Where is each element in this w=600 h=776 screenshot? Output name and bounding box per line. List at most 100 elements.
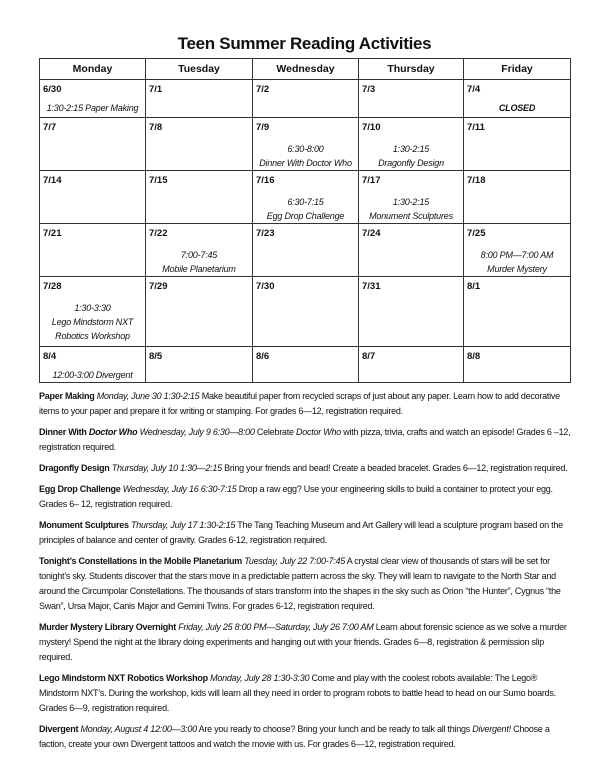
calendar-day-cell: 7/2 (252, 79, 359, 118)
day-header-wednesday: Wednesday (252, 58, 359, 80)
event-title: Divergent (39, 724, 79, 734)
event-line: 7:00-7:45 (180, 250, 218, 260)
calendar-day-cell: 7/25 8:00 PM—7:00 AM Murder Mystery (463, 223, 571, 277)
description-text: Monday, August 4 12:00—3:00 (78, 724, 198, 734)
calendar-day-cell: 7/16 6:30-7:15 Egg Drop Challenge (252, 170, 359, 224)
calendar-week-row: 7/21 7/22 7:00-7:45 Mobile Planetarium 7/23 7… (39, 223, 571, 277)
event-description: Dinner With Doctor Who Wednesday, July 9… (39, 425, 571, 455)
day-date: 7/17 (362, 175, 381, 186)
event-title: Egg Drop Challenge (39, 484, 121, 494)
description-text: Monday, July 28 1:30-3:30 (207, 673, 310, 683)
event-title: Tonight’s Constellations in the Mobile P… (39, 556, 243, 566)
event-line: 6:30-7:15 (287, 197, 324, 207)
description-text: Friday, July 25 8:00 PM—Saturday, July 2… (176, 622, 374, 632)
day-date: 7/9 (256, 122, 270, 133)
description-text: Wednesday, July 9 6:30—8:00 (137, 427, 255, 437)
day-date: 7/22 (149, 228, 168, 239)
calendar-day-cell: 7/18 (463, 170, 571, 224)
calendar-day-cell: 7/10 1:30-2:15 Dragonfly Design (358, 117, 464, 171)
calendar-week-row: 7/28 1:30-3:30 Lego Mindstorm NXT Robotics … (39, 276, 571, 347)
day-date: 8/6 (256, 351, 270, 362)
calendar-day-cell: 7/28 1:30-3:30 Lego Mindstorm NXT Robotics … (39, 276, 146, 347)
day-date: 8/7 (362, 351, 376, 362)
day-date: 8/4 (43, 351, 57, 362)
day-header-tuesday: Tuesday (145, 58, 253, 80)
day-header-monday: Monday (39, 58, 146, 80)
day-date: 7/18 (467, 175, 486, 186)
day-date: 7/25 (467, 228, 486, 239)
calendar-day-cell: 7/31 (358, 276, 464, 347)
calendar-day-cell: 7/29 (145, 276, 253, 347)
calendar-day-cell: 7/24 (358, 223, 464, 277)
calendar-header-row: Monday Tuesday Wednesday Thursday Friday (39, 58, 571, 80)
calendar-day-cell: 8/7 (358, 346, 464, 383)
day-date: 7/4 (467, 84, 481, 95)
day-date: 7/31 (362, 281, 381, 292)
day-date: 7/21 (43, 228, 62, 239)
calendar-day-cell: 7/3 (358, 79, 464, 118)
calendar-week-row: 7/7 7/8 7/9 6:30-8:00 Dinner With Doctor Who… (39, 117, 571, 171)
description-text: Make beautiful paper from recycled scrap… (39, 391, 560, 416)
description-text: A crystal clear view of thousands of sta… (39, 556, 561, 611)
calendar-day-cell: 7/7 (39, 117, 146, 171)
day-date: 7/15 (149, 175, 168, 186)
description-text: Doctor Who (88, 427, 138, 437)
description-text: Celebrate (254, 427, 296, 437)
calendar-day-cell: 7/17 1:30-2:15 Monument Sculptures (358, 170, 464, 224)
description-text: Thursday, July 10 1:30—2:15 (109, 463, 222, 473)
calendar-day-cell: 7/11 (463, 117, 571, 171)
description-text: The Tang Teaching Museum and Art Gallery… (39, 520, 563, 545)
calendar-day-cell: 7/4 CLOSED (463, 79, 571, 118)
day-date: 8/5 (149, 351, 163, 362)
event-line: 1:30-3:30 (74, 303, 111, 313)
event-description: Tonight’s Constellations in the Mobile P… (39, 554, 571, 614)
calendar-day-cell: 7/14 (39, 170, 146, 224)
day-date: 7/29 (149, 281, 168, 292)
event-line: 1:30-2:15 (392, 197, 430, 207)
event-line: Dragonfly Design (378, 158, 444, 168)
event-title: Dinner With (39, 427, 89, 437)
event-description: Monument Sculptures Thursday, July 17 1:… (39, 518, 571, 548)
event-description: Paper Making Monday, June 30 1:30-2:15 M… (39, 389, 571, 419)
event-title: Dragonfly Design (39, 463, 110, 473)
description-text: Wednesday, July 16 6:30-7:15 (120, 484, 237, 494)
calendar-week-row: 6/30 1:30-2:15 Paper Making 7/1 7/2 7/3 7/4 CL… (39, 79, 571, 118)
event-line: Monument Sculptures (369, 211, 453, 221)
event-description: Murder Mystery Library Overnight Friday,… (39, 620, 571, 665)
calendar-week-row: 7/14 7/15 7/16 6:30-7:15 Egg Drop Challenge 7… (39, 170, 571, 224)
day-header-thursday: Thursday (358, 58, 464, 80)
event-line: Robotics Workshop (55, 331, 130, 341)
event-line: Murder Mystery (487, 264, 547, 274)
description-text: Monday, June 30 1:30-2:15 (94, 391, 200, 401)
event-title: Monument Sculptures (39, 520, 129, 530)
description-text: Come and play with the coolest robots av… (39, 673, 556, 713)
calendar-day-cell: 7/23 (252, 223, 359, 277)
description-text: Are you ready to choose? Bring your lunc… (196, 724, 473, 734)
day-header-friday: Friday (463, 58, 571, 80)
calendar-day-cell: 7/15 (145, 170, 253, 224)
event-line: 8:00 PM—7:00 AM (480, 250, 554, 260)
event-descriptions: Paper Making Monday, June 30 1:30-2:15 M… (39, 389, 571, 752)
description-text: Learn about forensic science as we solve… (39, 622, 567, 662)
description-text: Divergent! (472, 724, 511, 734)
day-date: 7/30 (256, 281, 275, 292)
event-description: Egg Drop Challenge Wednesday, July 16 6:… (39, 482, 571, 512)
calendar-day-cell: 8/6 (252, 346, 359, 383)
event-line: Dinner With Doctor Who (259, 158, 352, 168)
event-title: Murder Mystery Library Overnight (39, 622, 177, 632)
event-line: Egg Drop Challenge (266, 211, 345, 221)
event-line: 12:00-3:00 Divergent (52, 370, 133, 380)
day-date: 8/8 (467, 351, 481, 362)
calendar-table: Monday Tuesday Wednesday Thursday Friday 6/3… (39, 58, 571, 383)
event-line: Mobile Planetarium (162, 264, 236, 274)
calendar-day-cell: 7/1 (145, 79, 253, 118)
description-text: Thursday, July 17 1:30-2:15 (128, 520, 236, 530)
day-date: 7/28 (43, 281, 62, 292)
description-text: with pizza, trivia, crafts and watch an … (39, 427, 571, 452)
description-text: Doctor Who (295, 427, 341, 437)
calendar-day-cell: 6/30 1:30-2:15 Paper Making (39, 79, 146, 118)
event-line: Lego Mindstorm NXT (51, 317, 134, 327)
event-description: Lego Mindstorm NXT Robotics Workshop Mon… (39, 671, 571, 716)
event-line: CLOSED (498, 103, 536, 113)
